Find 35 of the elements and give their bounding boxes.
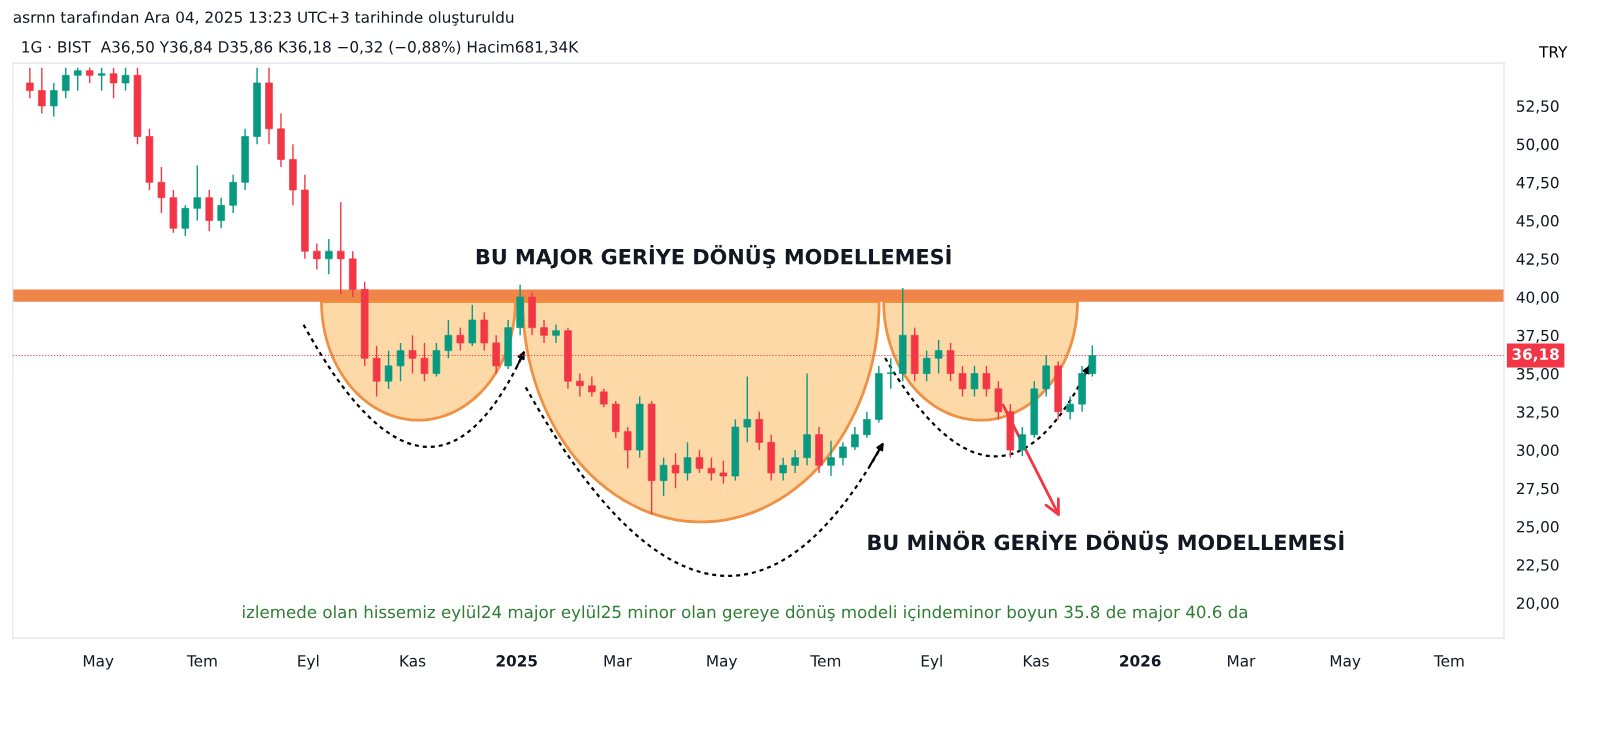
y-tick-label: 45,00	[1516, 215, 1559, 229]
x-tick-label: Tem	[810, 655, 841, 667]
x-tick-label: Kas	[1023, 655, 1049, 667]
y-tick-label: 37,50	[1516, 329, 1559, 343]
x-tick-label: May	[83, 655, 114, 670]
annotation: BU MAJOR GERİYE DÖNÜŞ MODELLEMESİ	[476, 244, 951, 269]
y-tick-label: 42,50	[1516, 253, 1559, 267]
x-tick-label: Mar	[604, 655, 632, 667]
chart-title: asrnn tarafından Ara 04, 2025 13:23 UTC+3 tarihinde oluşturuldu	[13, 11, 514, 26]
y-tick-label: 40,00	[1516, 291, 1559, 305]
x-tick-label: Eyl	[921, 654, 942, 670]
y-tick-label: 20,00	[1516, 597, 1559, 611]
x-tick-label: Tem	[1433, 655, 1464, 667]
y-axis-title: TRY	[1539, 46, 1568, 58]
annotation: izlemede olan hissemiz eylül24 major eylül25 minor olan gereye dönüş modeli içindeminor boyun 35.8 de major 40.6 da	[243, 605, 1247, 622]
y-tick-label: 35,00	[1516, 368, 1559, 382]
y-tick-label: 52,50	[1517, 100, 1559, 114]
y-tick-label: 30,00	[1516, 444, 1559, 458]
y-tick-label: 27,50	[1516, 482, 1559, 496]
chart-subtitle: 1G · BIST A36,50 Y36,84 D35,86 K36,18 −0,32 (−0,88%) Hacim681,34K	[22, 40, 579, 55]
y-tick-label: 22,50	[1516, 559, 1559, 573]
x-tick-label: 2026	[1120, 655, 1161, 667]
y-tick-label: 25,00	[1516, 520, 1559, 535]
x-tick-label: May	[707, 655, 738, 670]
x-tick-label: May	[1330, 655, 1361, 670]
ref-line-label: 36,18	[1512, 348, 1559, 362]
x-tick-label: Eyl	[298, 654, 319, 670]
x-tick-label: Mar	[1228, 655, 1256, 667]
y-tick-label: 32,50	[1516, 406, 1559, 420]
x-tick-label: Tem	[186, 655, 217, 667]
y-tick-label: 47,50	[1516, 176, 1559, 190]
annotation: BU MİNÖR GERİYE DÖNÜŞ MODELLEMESİ	[868, 530, 1344, 555]
x-tick-label: Kas	[400, 655, 426, 667]
y-tick-label: 50,00	[1517, 138, 1559, 152]
x-tick-label: 2025	[496, 655, 537, 667]
